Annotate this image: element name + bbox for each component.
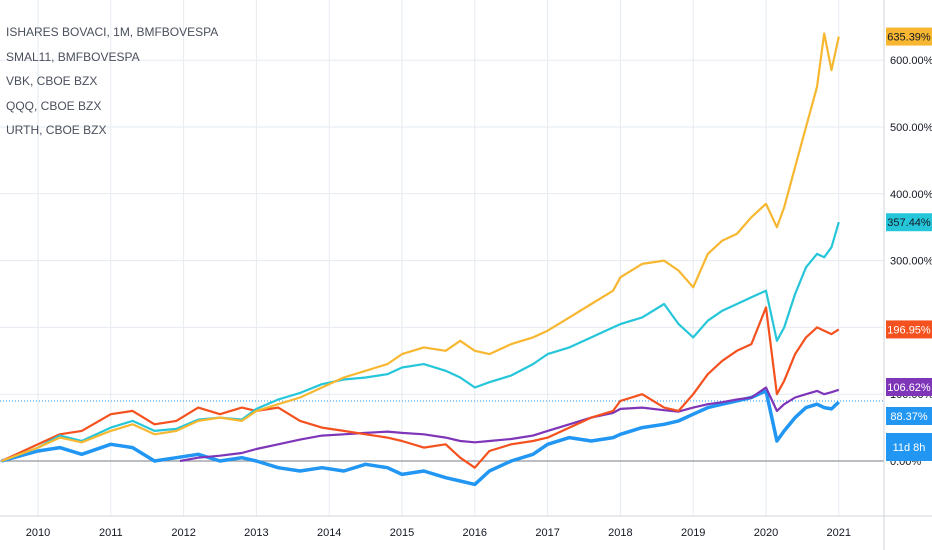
legend-item-urth[interactable]: URTH, CBOE BZX [6,123,107,137]
x-tick-label: 2013 [244,527,268,539]
value-tag-label: 196.95% [887,324,931,336]
x-tick-label: 2019 [681,527,705,539]
countdown-badge: 11d 8h [886,433,932,461]
series-line-smal11[interactable] [1,306,840,469]
series-line-vbk[interactable] [1,221,840,463]
x-tick-label: 2015 [390,527,414,539]
x-tick-label: 2010 [26,527,50,539]
value-tag-qqq: 635.39% [886,27,932,46]
value-tag-urth: 106.62% [886,378,932,396]
value-tag-bovaci: 88.37% [886,407,932,425]
value-tag-bg [886,407,932,425]
countdown-badge-label: 11d 8h [893,442,926,454]
value-tag-label: 106.62% [887,382,931,394]
y-tick-label: 500.00% [890,122,932,134]
series-line-bovaci[interactable] [1,389,841,487]
value-tag-smal11: 196.95% [886,320,932,339]
value-tag-vbk: 357.44% [886,213,932,232]
series-line-qqq[interactable] [1,32,840,463]
countdown-badge-bg [886,433,932,461]
legend-item-qqq[interactable]: QQQ, CBOE BZX [6,98,102,113]
legend: ISHARES BOVACI, 1M, BMFBOVESPA SMAL11, B… [6,20,218,143]
x-tick-label: 2016 [463,527,487,539]
x-tick-label: 2012 [171,527,195,539]
x-tick-label: 2017 [535,527,559,539]
legend-item-bovaci[interactable]: ISHARES BOVACI, 1M, BMFBOVESPA [6,25,219,39]
value-tag-label: 635.39% [887,32,931,44]
value-tag-label: 88.37% [890,411,928,423]
value-tag-label: 357.44% [887,217,931,229]
series-line-urth[interactable] [179,386,840,463]
value-tag-bg [886,378,932,396]
x-tick-label: 2018 [608,527,632,539]
x-tick-label: 2011 [99,527,123,539]
y-tick-label: 300.00% [890,256,932,268]
x-tick-label: 2021 [827,527,851,539]
value-tag-bg [886,320,932,339]
x-tick-label: 2020 [754,527,778,539]
y-tick-label: 600.00% [890,55,932,67]
legend-item-smal11[interactable]: SMAL11, BMFBOVESPA [6,49,140,64]
x-tick-label: 2014 [317,527,341,539]
value-tag-bg [886,213,932,232]
y-tick-label: 400.00% [890,189,932,201]
legend-item-vbk[interactable]: VBK, CBOE BZX [6,74,98,88]
value-tag-bg [886,27,932,46]
